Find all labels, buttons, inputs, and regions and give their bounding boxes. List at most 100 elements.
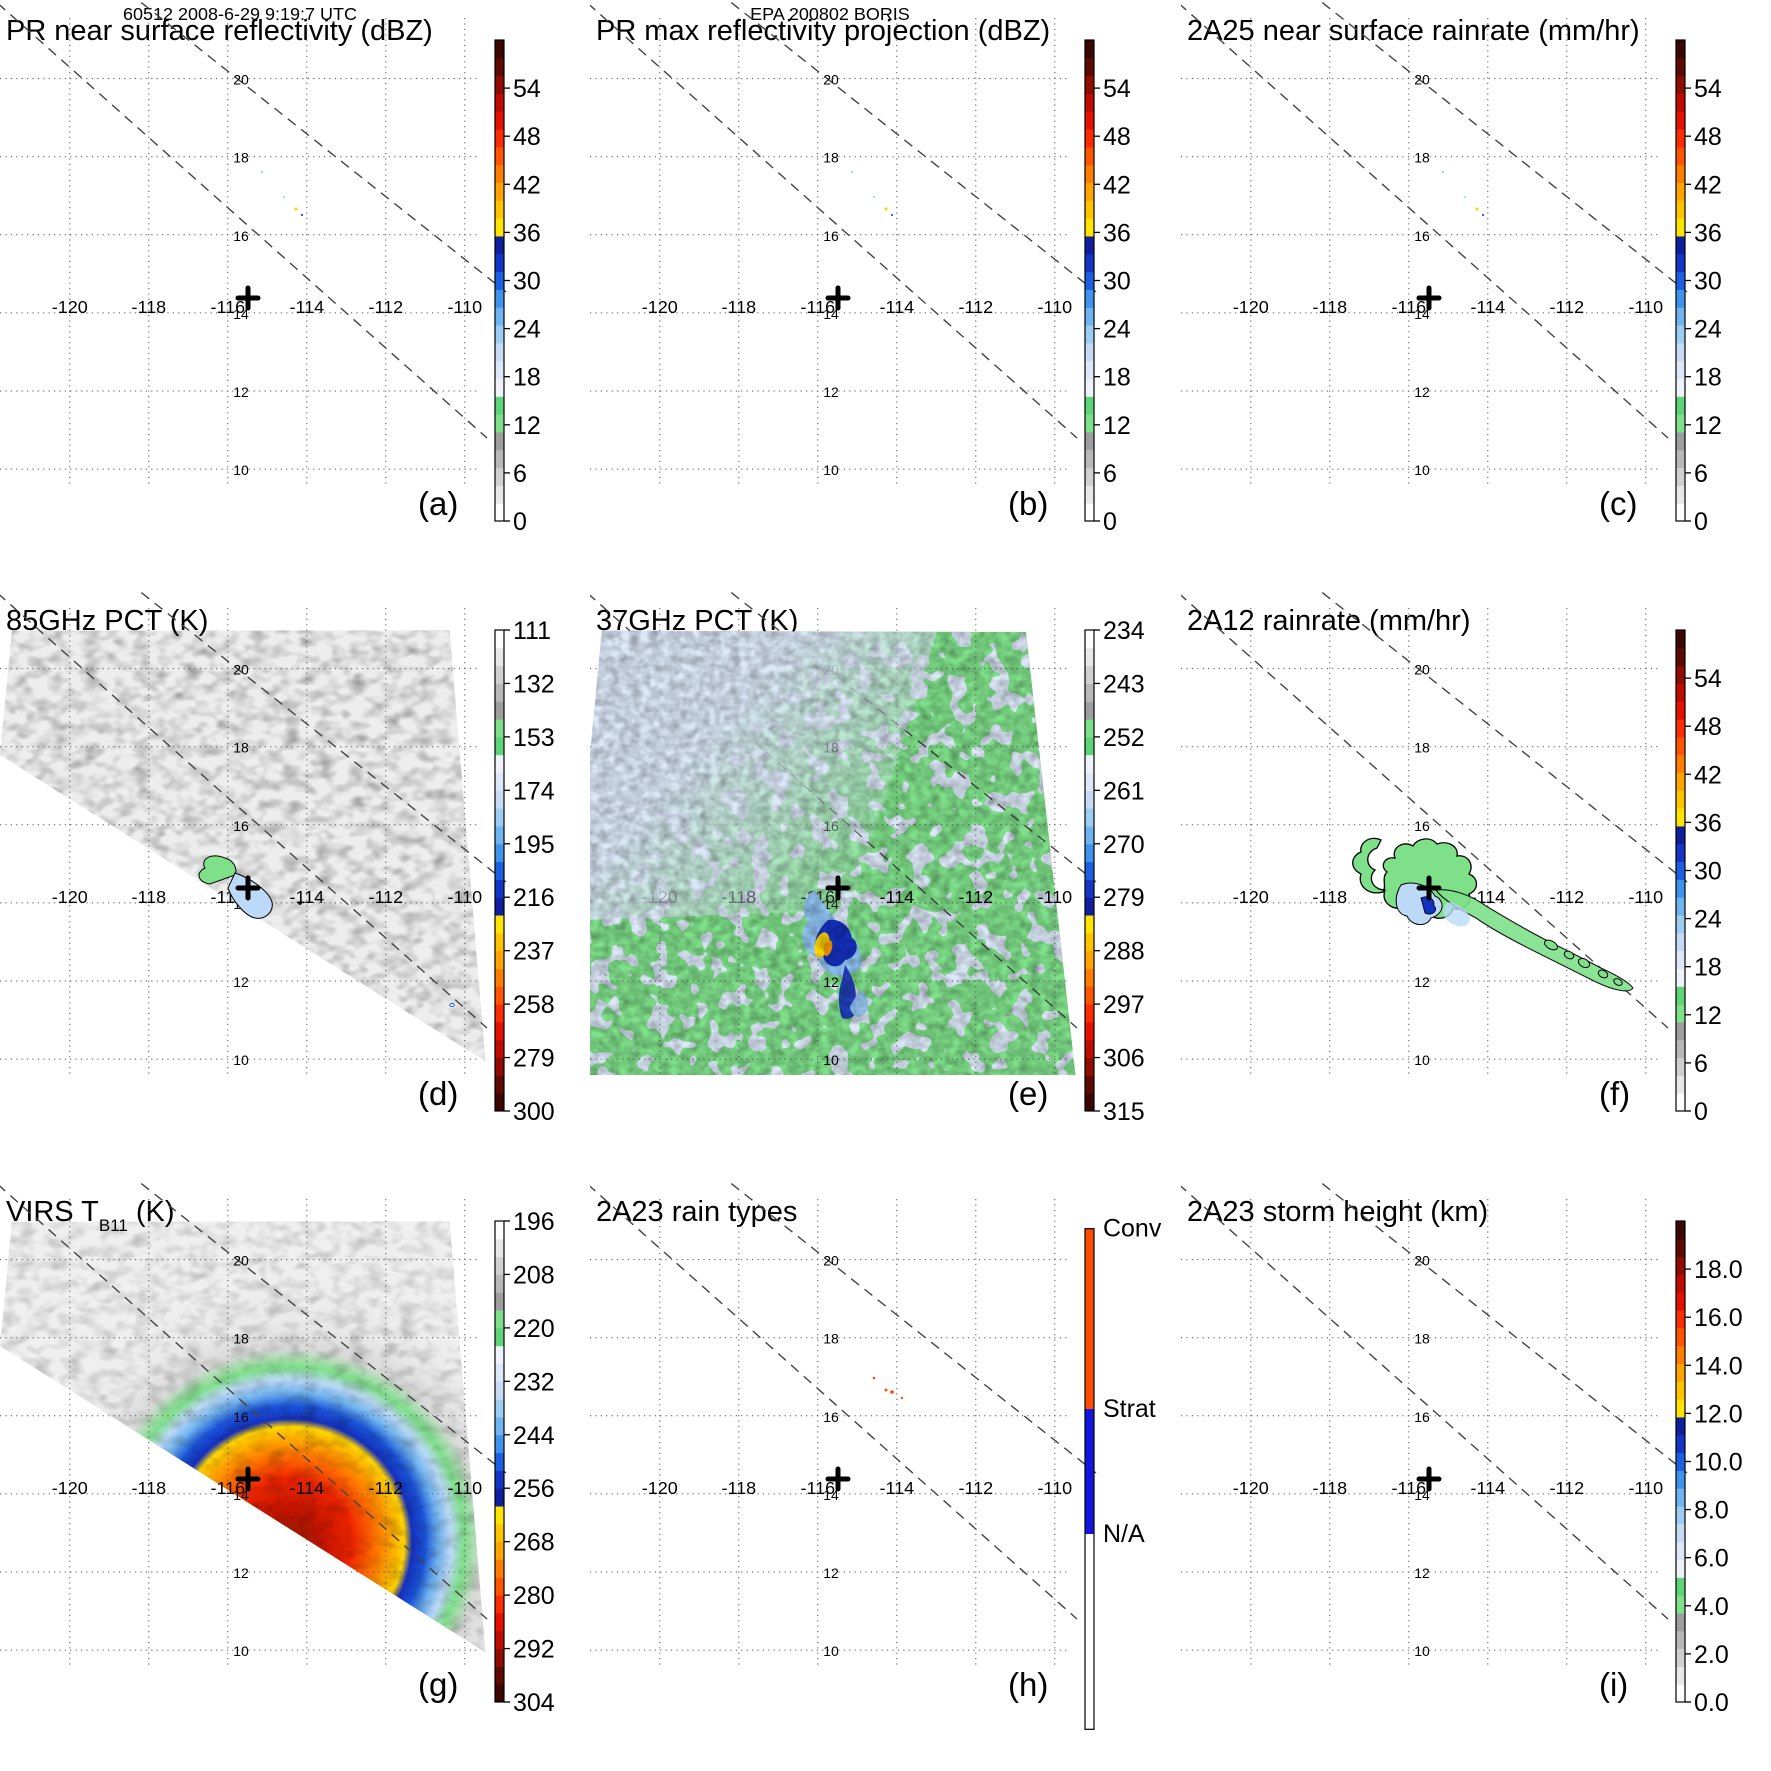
svg-text:12: 12 <box>233 384 249 400</box>
svg-text:-110: -110 <box>1628 887 1663 907</box>
svg-text:-110: -110 <box>1628 297 1663 317</box>
svg-text:10: 10 <box>824 462 840 478</box>
svg-text:0: 0 <box>1103 508 1117 536</box>
svg-text:12: 12 <box>824 384 840 400</box>
svg-text:10: 10 <box>233 462 249 478</box>
svg-text:12: 12 <box>1694 1002 1722 1030</box>
svg-text:10: 10 <box>233 1052 249 1068</box>
svg-text:252: 252 <box>1103 724 1145 752</box>
svg-text:48: 48 <box>513 123 541 151</box>
svg-text:12: 12 <box>1414 974 1430 990</box>
svg-text:16: 16 <box>233 1408 249 1424</box>
svg-text:-112: -112 <box>1549 297 1584 317</box>
svg-text:16: 16 <box>1414 1408 1430 1424</box>
svg-text:18: 18 <box>1414 1330 1430 1346</box>
svg-text:12: 12 <box>1414 1565 1430 1581</box>
svg-text:16: 16 <box>824 1408 840 1424</box>
svg-text:36: 36 <box>1103 219 1131 247</box>
svg-text:20: 20 <box>1414 662 1430 678</box>
svg-text:-118: -118 <box>1312 1478 1347 1498</box>
svg-text:30: 30 <box>1103 267 1131 295</box>
svg-text:-112: -112 <box>959 297 994 317</box>
svg-text:18: 18 <box>1414 150 1430 166</box>
svg-text:18: 18 <box>233 150 249 166</box>
svg-text:0: 0 <box>513 508 527 536</box>
svg-text:315: 315 <box>1103 1098 1145 1126</box>
svg-text:18: 18 <box>513 364 541 392</box>
svg-text:20: 20 <box>233 1252 249 1268</box>
svg-text:-114: -114 <box>1470 297 1505 317</box>
svg-text:4.0: 4.0 <box>1694 1592 1729 1620</box>
svg-text:18: 18 <box>233 740 249 756</box>
svg-text:-110: -110 <box>447 1478 482 1498</box>
svg-text:243: 243 <box>1103 671 1145 699</box>
svg-text:(a): (a) <box>418 485 458 522</box>
svg-text:6: 6 <box>1103 460 1117 488</box>
svg-text:42: 42 <box>1694 762 1722 790</box>
svg-text:297: 297 <box>1103 991 1145 1019</box>
svg-text:-110: -110 <box>1038 297 1073 317</box>
svg-text:-114: -114 <box>880 1478 915 1498</box>
svg-text:12: 12 <box>1414 384 1430 400</box>
svg-text:42: 42 <box>1694 171 1722 199</box>
svg-text:10: 10 <box>233 1643 249 1659</box>
svg-text:20: 20 <box>233 72 249 88</box>
svg-text:256: 256 <box>513 1475 555 1503</box>
svg-text:0: 0 <box>1694 508 1708 536</box>
svg-text:-110: -110 <box>447 297 482 317</box>
svg-text:16: 16 <box>233 818 249 834</box>
svg-text:12: 12 <box>1103 412 1131 440</box>
svg-text:(e): (e) <box>1008 1075 1048 1112</box>
svg-text:279: 279 <box>1103 885 1145 913</box>
svg-text:-118: -118 <box>131 887 166 907</box>
svg-text:42: 42 <box>1103 171 1131 199</box>
svg-text:10: 10 <box>1414 462 1430 478</box>
svg-text:232: 232 <box>513 1368 555 1396</box>
svg-text:216: 216 <box>513 885 555 913</box>
svg-text:16: 16 <box>1414 228 1430 244</box>
svg-text:-112: -112 <box>959 1478 994 1498</box>
svg-text:12.0: 12.0 <box>1694 1400 1743 1428</box>
svg-text:-118: -118 <box>1312 297 1347 317</box>
svg-text:12: 12 <box>233 974 249 990</box>
svg-text:20: 20 <box>1414 1252 1430 1268</box>
svg-text:54: 54 <box>1694 665 1722 693</box>
svg-text:6.0: 6.0 <box>1694 1544 1729 1572</box>
svg-text:Conv: Conv <box>1103 1214 1162 1242</box>
svg-text:-110: -110 <box>1038 1478 1073 1498</box>
svg-text:(g): (g) <box>418 1666 458 1703</box>
svg-text:-110: -110 <box>447 887 482 907</box>
svg-text:12: 12 <box>513 412 541 440</box>
svg-text:174: 174 <box>513 778 555 806</box>
svg-text:-120: -120 <box>1232 297 1268 317</box>
svg-text:10: 10 <box>824 1643 840 1659</box>
svg-text:12: 12 <box>233 1565 249 1581</box>
svg-text:(d): (d) <box>418 1075 458 1112</box>
svg-text:6: 6 <box>1694 460 1708 488</box>
svg-text:16: 16 <box>233 228 249 244</box>
svg-text:-110: -110 <box>1628 1478 1663 1498</box>
svg-text:18: 18 <box>1694 364 1722 392</box>
svg-text:24: 24 <box>1694 906 1722 934</box>
svg-text:Strat: Strat <box>1103 1395 1156 1423</box>
svg-text:(f): (f) <box>1599 1075 1630 1112</box>
svg-text:-120: -120 <box>642 1478 678 1498</box>
svg-text:10: 10 <box>1414 1643 1430 1659</box>
svg-text:-118: -118 <box>131 297 166 317</box>
svg-text:208: 208 <box>513 1261 555 1289</box>
svg-text:196: 196 <box>513 1208 555 1236</box>
svg-text:6: 6 <box>513 460 527 488</box>
svg-text:261: 261 <box>1103 778 1145 806</box>
svg-text:30: 30 <box>1694 858 1722 886</box>
svg-text:-112: -112 <box>368 887 403 907</box>
svg-text:153: 153 <box>513 724 555 752</box>
svg-text:-114: -114 <box>289 1478 324 1498</box>
svg-text:18: 18 <box>233 1330 249 1346</box>
svg-text:-114: -114 <box>1470 1478 1505 1498</box>
svg-text:270: 270 <box>1103 831 1145 859</box>
svg-text:36: 36 <box>1694 219 1722 247</box>
svg-text:-112: -112 <box>1549 1478 1584 1498</box>
svg-text:-112: -112 <box>1549 887 1584 907</box>
svg-text:-118: -118 <box>131 1478 166 1498</box>
svg-text:24: 24 <box>513 316 541 344</box>
